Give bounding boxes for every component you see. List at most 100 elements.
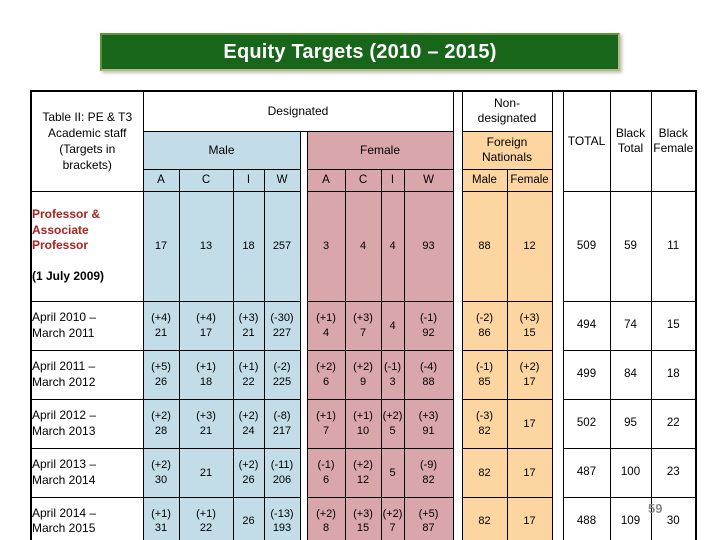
data-cell: (+2) 7	[380, 496, 405, 540]
data-cell: (-2) 86	[461, 300, 508, 351]
row-label-professor: Professor & Associate Professor (1 July …	[30, 190, 144, 302]
data-cell: (+1) 31	[142, 496, 180, 540]
slide-page-number: 59	[648, 501, 663, 516]
data-cell: 82	[461, 447, 508, 498]
header-black-female: Black Female	[650, 90, 697, 192]
data-cell: 487	[562, 447, 611, 498]
subheader-female-W: W	[403, 168, 454, 192]
data-cell: (+2) 6	[306, 349, 346, 400]
row-label-2013-2014: April 2013 – March 2014	[30, 447, 144, 498]
data-cell: (-1) 3	[380, 349, 405, 400]
data-cell: (-3) 82	[461, 398, 508, 449]
data-cell: (+1) 18	[178, 349, 234, 400]
data-cell: (-1) 92	[403, 300, 454, 351]
data-cell: 17	[506, 398, 553, 449]
subheader-fn-female: Female	[506, 168, 553, 192]
data-cell: 59	[609, 190, 652, 302]
data-cell: (+2) 24	[232, 398, 265, 449]
data-cell: 17	[142, 190, 180, 302]
data-cell: 494	[562, 300, 611, 351]
subheader-male-C: C	[178, 168, 234, 192]
data-cell: 95	[609, 398, 652, 449]
data-cell: (-30) 227	[263, 300, 301, 351]
data-cell: 502	[562, 398, 611, 449]
subheader-female-C: C	[344, 168, 382, 192]
data-cell: (+1) 10	[344, 398, 382, 449]
data-cell: (-2) 225	[263, 349, 301, 400]
data-cell: (+2) 5	[380, 398, 405, 449]
data-cell: (-8) 217	[263, 398, 301, 449]
subheader-male-W: W	[263, 168, 301, 192]
header-non-designated: Non- designated	[461, 90, 553, 132]
data-cell: (+1) 22	[232, 349, 265, 400]
data-cell: (-9) 82	[403, 447, 454, 498]
data-cell: 17	[506, 496, 553, 540]
data-cell: (+3) 91	[403, 398, 454, 449]
data-cell: (-4) 88	[403, 349, 454, 400]
data-cell: 88	[461, 190, 508, 302]
data-cell: 84	[609, 349, 652, 400]
header-female-group: Female	[306, 130, 454, 170]
row-label-date: (1 July 2009)	[32, 269, 105, 284]
data-cell: (+3) 15	[506, 300, 553, 351]
data-cell: (+1) 4	[306, 300, 346, 351]
data-cell: (-1) 6	[306, 447, 346, 498]
data-cell: 4	[380, 190, 405, 302]
data-cell: 74	[609, 300, 652, 351]
data-cell: 17	[506, 447, 553, 498]
data-cell: 109	[609, 496, 652, 540]
data-cell: 11	[650, 190, 697, 302]
header-foreign-nationals: Foreign Nationals	[461, 130, 553, 170]
data-cell: 499	[562, 349, 611, 400]
data-cell: 488	[562, 496, 611, 540]
row-label-2011-2012: April 2011 – March 2012	[30, 349, 144, 400]
data-cell: (+2) 8	[306, 496, 346, 540]
data-cell: (+2) 28	[142, 398, 180, 449]
data-cell: 82	[461, 496, 508, 540]
row-label-2014-2015: April 2014 – March 2015	[30, 496, 144, 540]
data-cell: 18	[650, 349, 697, 400]
data-cell: 100	[609, 447, 652, 498]
header-total: TOTAL	[562, 90, 611, 192]
data-cell: (+3) 21	[232, 300, 265, 351]
data-cell: 23	[650, 447, 697, 498]
data-cell: (+5) 87	[403, 496, 454, 540]
data-cell: (+2) 30	[142, 447, 180, 498]
title-banner: Equity Targets (2010 – 2015)	[100, 33, 620, 71]
data-cell: (+3) 15	[344, 496, 382, 540]
data-cell: (+3) 21	[178, 398, 234, 449]
header-male-group: Male	[142, 130, 301, 170]
data-cell: (-11) 206	[263, 447, 301, 498]
data-cell: 3	[306, 190, 346, 302]
data-cell: 93	[403, 190, 454, 302]
header-black-total: Black Total	[609, 90, 652, 192]
subheader-male-I: I	[232, 168, 265, 192]
subheader-female-A: A	[306, 168, 346, 192]
data-cell: (+2) 17	[506, 349, 553, 400]
data-cell: 15	[650, 300, 697, 351]
data-cell: (+4) 17	[178, 300, 234, 351]
data-cell: 12	[506, 190, 553, 302]
data-cell: 18	[232, 190, 265, 302]
data-cell: (+4) 21	[142, 300, 180, 351]
equity-targets-table: Table II: PE & T3 Academic staff (Target…	[30, 90, 697, 540]
row-label-2010-2011: April 2010 – March 2011	[30, 300, 144, 351]
subheader-fn-male: Male	[461, 168, 508, 192]
column-divider	[551, 90, 564, 540]
data-cell: (+1) 22	[178, 496, 234, 540]
data-cell: 5	[380, 447, 405, 498]
row-label-2012-2013: April 2012 – March 2013	[30, 398, 144, 449]
data-cell: 4	[344, 190, 382, 302]
data-cell: (-13) 193	[263, 496, 301, 540]
data-cell: 21	[178, 447, 234, 498]
data-cell: (+3) 7	[344, 300, 382, 351]
data-cell: (+2) 9	[344, 349, 382, 400]
row-label-text: Professor & Associate Professor	[32, 207, 101, 253]
data-cell: (+1) 7	[306, 398, 346, 449]
data-cell: (+2) 26	[232, 447, 265, 498]
data-cell: 4	[380, 300, 405, 351]
data-cell: 30	[650, 496, 697, 540]
data-cell: 13	[178, 190, 234, 302]
data-cell: (+5) 26	[142, 349, 180, 400]
